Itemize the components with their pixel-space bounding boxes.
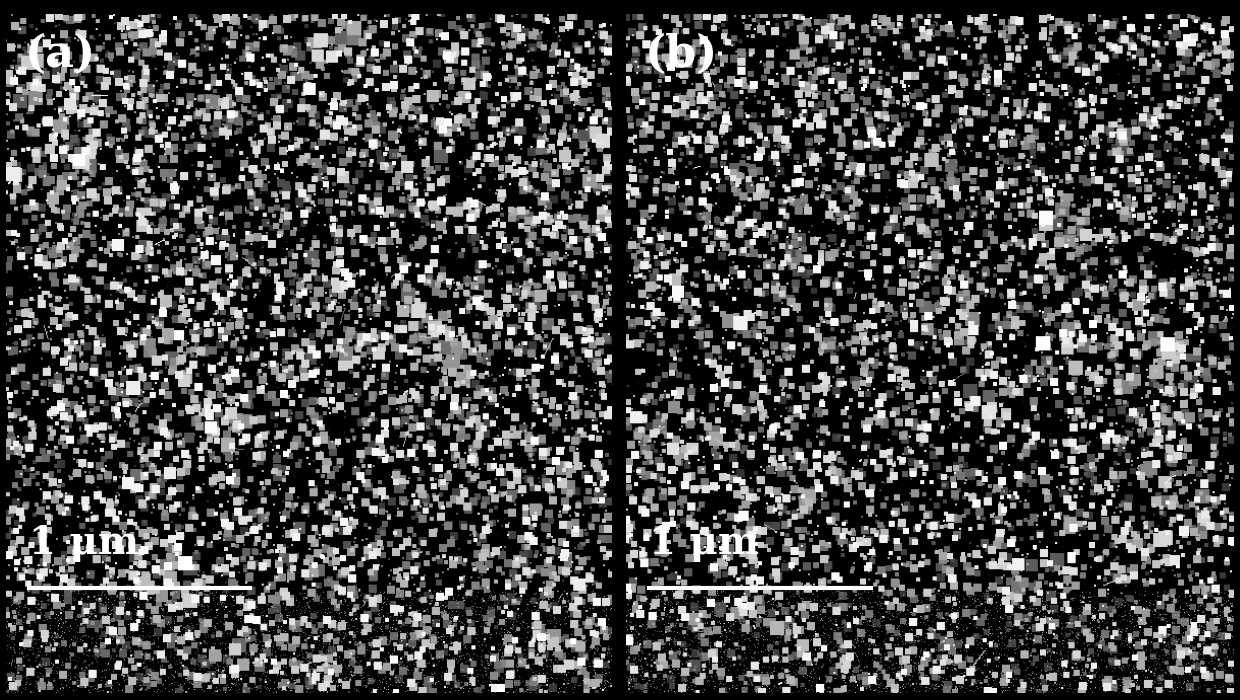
Text: 1 μm: 1 μm: [649, 524, 759, 562]
Text: (a): (a): [25, 33, 95, 76]
Text: (b): (b): [645, 33, 718, 76]
Text: 1 μm: 1 μm: [29, 524, 139, 562]
